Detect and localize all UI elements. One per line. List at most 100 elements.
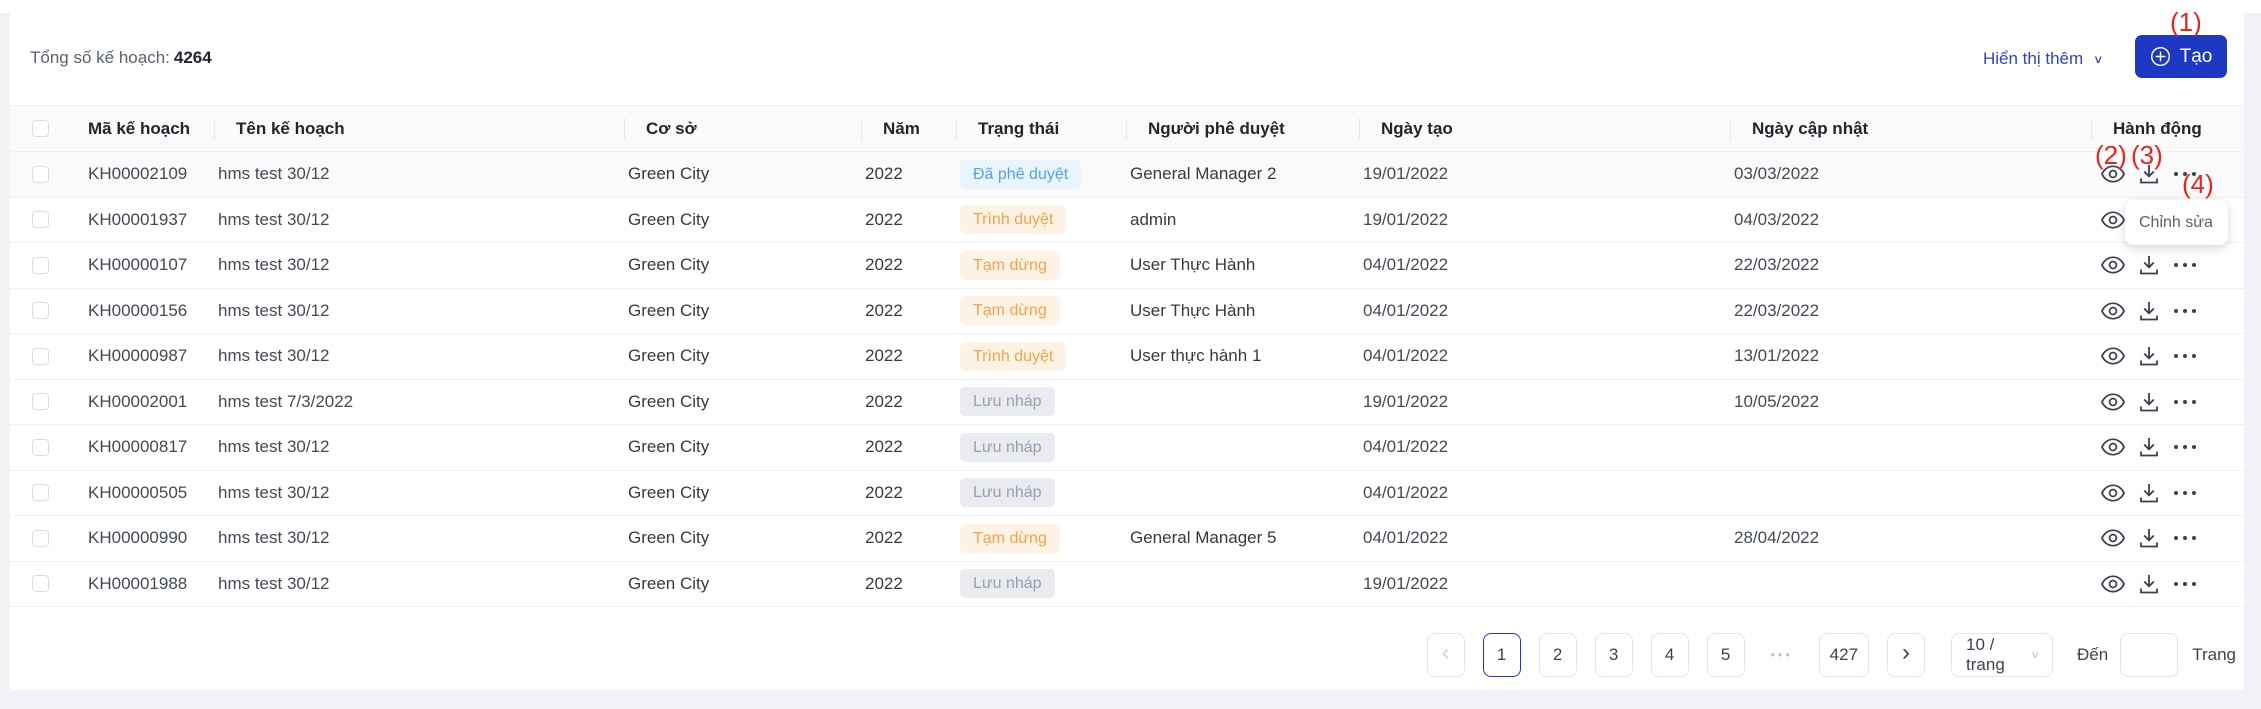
view-button[interactable] [2101, 390, 2125, 414]
row-checkbox[interactable] [32, 302, 49, 320]
cell-updated-date: 22/03/2022 [1734, 300, 1820, 320]
cell-status: Đã phê duyệt [938, 152, 1108, 197]
download-icon [2140, 438, 2158, 457]
row-checkbox[interactable] [32, 165, 49, 183]
show-more-link[interactable]: Hiển thị thêm ∨ [1983, 49, 2103, 69]
download-icon [2140, 574, 2158, 594]
cell-approver: User Thực Hành [1130, 255, 1256, 275]
column-header-name: Tên kế hoạch [196, 106, 606, 151]
view-button[interactable] [2101, 344, 2125, 368]
ellipsis-icon [2174, 399, 2196, 404]
more-actions-button[interactable] [2173, 344, 2197, 368]
eye-icon [2101, 393, 2125, 411]
cell-updated-date [1712, 425, 2073, 470]
row-checkbox[interactable] [32, 393, 49, 411]
more-actions-button[interactable] [2173, 253, 2197, 277]
download-icon [2140, 529, 2158, 548]
download-button[interactable] [2137, 299, 2161, 323]
status-badge: Lưu nháp [960, 387, 1055, 417]
more-actions-button[interactable] [2173, 572, 2197, 596]
row-checkbox-cell [10, 334, 66, 379]
cell-plan-name: hms test 30/12 [218, 255, 330, 275]
view-button[interactable] [2101, 208, 2125, 232]
cell-updated-date [1712, 562, 2073, 607]
cell-year: 2022 [865, 255, 903, 275]
download-button[interactable] [2137, 253, 2161, 277]
table-row: KH00001988 hms test 30/12 Green City 202… [10, 561, 2244, 607]
pagination-page-last[interactable]: 427 [1818, 632, 1870, 677]
download-button[interactable] [2137, 435, 2161, 459]
download-button[interactable] [2137, 572, 2161, 596]
view-button[interactable] [2101, 162, 2125, 186]
pagination-prev-button[interactable]: ‹ [1426, 632, 1465, 677]
cell-status: Tạm dừng [938, 516, 1108, 561]
create-button[interactable]: Tạo [2135, 35, 2227, 78]
pagination-ellipsis-icon[interactable]: ••• [1770, 647, 1793, 662]
view-button[interactable] [2101, 253, 2125, 277]
row-checkbox[interactable] [32, 529, 49, 547]
cell-created-date: 04/01/2022 [1363, 528, 1449, 548]
view-button[interactable] [2101, 435, 2125, 459]
status-badge: Trình duyệt [960, 341, 1067, 371]
pagination-page-1[interactable]: 1 [1482, 632, 1521, 677]
more-actions-button[interactable] [2173, 481, 2197, 505]
status-badge: Lưu nháp [960, 569, 1055, 599]
download-button[interactable] [2137, 526, 2161, 550]
row-checkbox-cell [10, 425, 66, 470]
cell-year: 2022 [865, 391, 903, 411]
cell-plan-code: KH00000107 [88, 255, 188, 275]
cell-approver [1108, 380, 1341, 425]
row-checkbox[interactable] [32, 438, 49, 456]
cell-year: 2022 [865, 482, 903, 502]
view-button[interactable] [2101, 572, 2125, 596]
table-body: KH00002109 hms test 30/12 Green City 202… [10, 152, 2244, 607]
eye-icon [2101, 302, 2125, 320]
more-actions-button[interactable] [2173, 526, 2197, 550]
row-checkbox[interactable] [32, 484, 49, 502]
pagination-page-4[interactable]: 4 [1650, 632, 1689, 677]
page-size-select[interactable]: 10 / trang ∨ [1951, 632, 2054, 677]
row-checkbox[interactable] [32, 256, 49, 274]
pagination-page-3[interactable]: 3 [1594, 632, 1633, 677]
pagination-page-2[interactable]: 2 [1538, 632, 1577, 677]
download-button[interactable] [2137, 390, 2161, 414]
create-button-label: Tạo [2179, 45, 2213, 67]
row-checkbox[interactable] [32, 347, 49, 365]
row-checkbox[interactable] [32, 575, 49, 593]
cell-plan-code: KH00000987 [88, 346, 188, 366]
cell-created-date: 04/01/2022 [1363, 482, 1449, 502]
cell-year: 2022 [865, 164, 903, 184]
more-actions-button[interactable] [2173, 390, 2197, 414]
cell-facility: Green City [628, 300, 710, 320]
cell-actions [2073, 425, 2244, 470]
cell-plan-code: KH00000817 [88, 437, 188, 457]
more-actions-button[interactable] [2173, 435, 2197, 459]
cell-facility: Green City [628, 528, 710, 548]
cell-approver: admin [1130, 209, 1177, 229]
cell-created-date: 04/01/2022 [1363, 346, 1449, 366]
row-checkbox[interactable] [32, 211, 49, 229]
cell-created-date: 19/01/2022 [1363, 209, 1449, 229]
view-button[interactable] [2101, 299, 2125, 323]
view-button[interactable] [2101, 526, 2125, 550]
cell-plan-name: hms test 30/12 [218, 164, 330, 184]
table-row: KH00000107 hms test 30/12 Green City 202… [10, 243, 2244, 289]
more-actions-button[interactable] [2173, 162, 2197, 186]
goto-page-input[interactable] [2120, 632, 2179, 677]
pagination-next-button[interactable]: › [1887, 632, 1926, 677]
cell-plan-name: hms test 30/12 [218, 209, 330, 229]
cell-updated-date: 04/03/2022 [1734, 209, 1820, 229]
page-word-label: Trang [2192, 644, 2236, 664]
row-checkbox-cell [10, 289, 66, 334]
cell-plan-name: hms test 30/12 [218, 573, 330, 593]
table-row: KH00002001 hms test 7/3/2022 Green City … [10, 379, 2244, 425]
download-button[interactable] [2137, 344, 2161, 368]
cell-plan-code: KH00000990 [88, 528, 188, 548]
download-button[interactable] [2137, 481, 2161, 505]
select-all-checkbox[interactable] [32, 120, 49, 137]
edit-menu-item[interactable]: Chỉnh sửa [2125, 200, 2228, 245]
pagination-page-5[interactable]: 5 [1706, 632, 1745, 677]
download-button[interactable] [2137, 162, 2161, 186]
view-button[interactable] [2101, 481, 2125, 505]
more-actions-button[interactable] [2173, 299, 2197, 323]
